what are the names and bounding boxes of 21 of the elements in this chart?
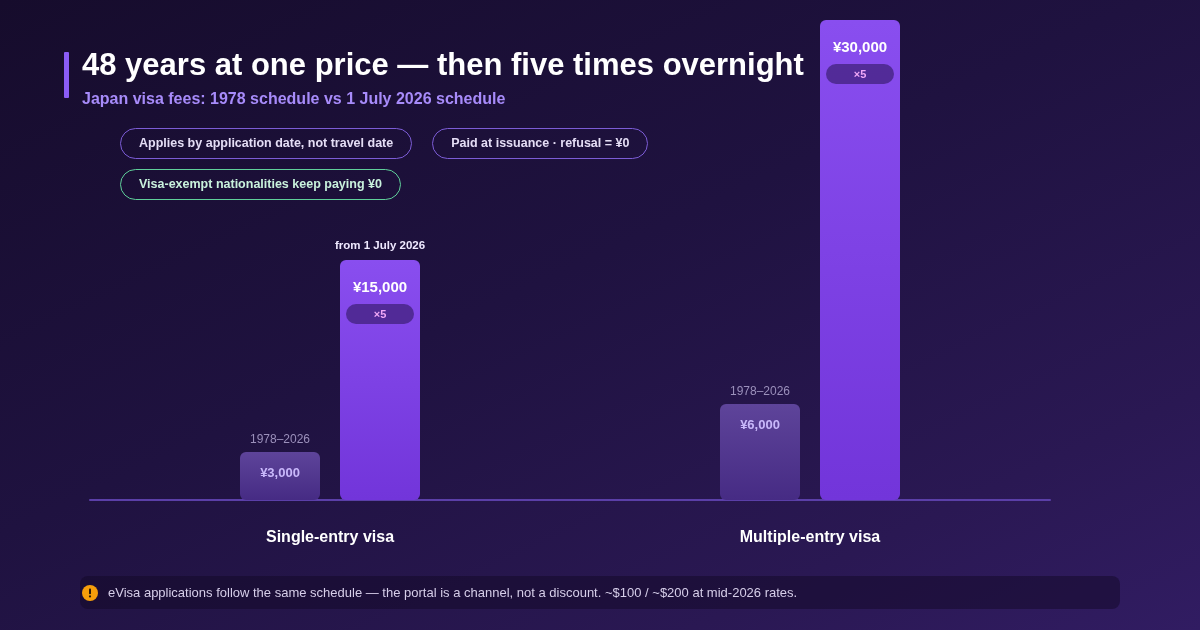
bar — [820, 20, 900, 500]
annotation: ×5 — [373, 307, 387, 322]
annotation: Applies by application date, not travel date — [120, 128, 413, 159]
text: eVisa applications follow the same schedule — the portal is a channel, not a discount. ~$100 / ~$200 at mid-2026 rates. — [108, 584, 798, 601]
text: 48 years at one price — then five times overnight — [82, 46, 804, 84]
x-tick-label: Multiple-entry visa — [739, 527, 881, 545]
bar — [720, 404, 800, 500]
data-label: ¥6,000 — [740, 417, 780, 432]
x-tick-label: Single-entry visa — [265, 527, 395, 545]
text: Japan visa fees: 1978 schedule vs 1 July 2026 schedule — [82, 89, 506, 109]
annotation: Visa-exempt nationalities keep paying ¥0 — [120, 169, 401, 200]
bar — [240, 452, 320, 500]
bar — [340, 260, 420, 500]
text: 1978–2026 — [729, 384, 791, 398]
series-label: from 1 July 2026 — [334, 239, 426, 251]
annotation: Paid at issuance · refusal = ¥0 — [432, 128, 649, 159]
data-label: ¥15,000 — [352, 278, 408, 295]
annotation: ×5 — [853, 67, 867, 82]
data-label: ¥30,000 — [832, 38, 888, 55]
series-label: 1978–2026 — [249, 432, 311, 446]
data-label: ¥3,000 — [260, 465, 300, 480]
